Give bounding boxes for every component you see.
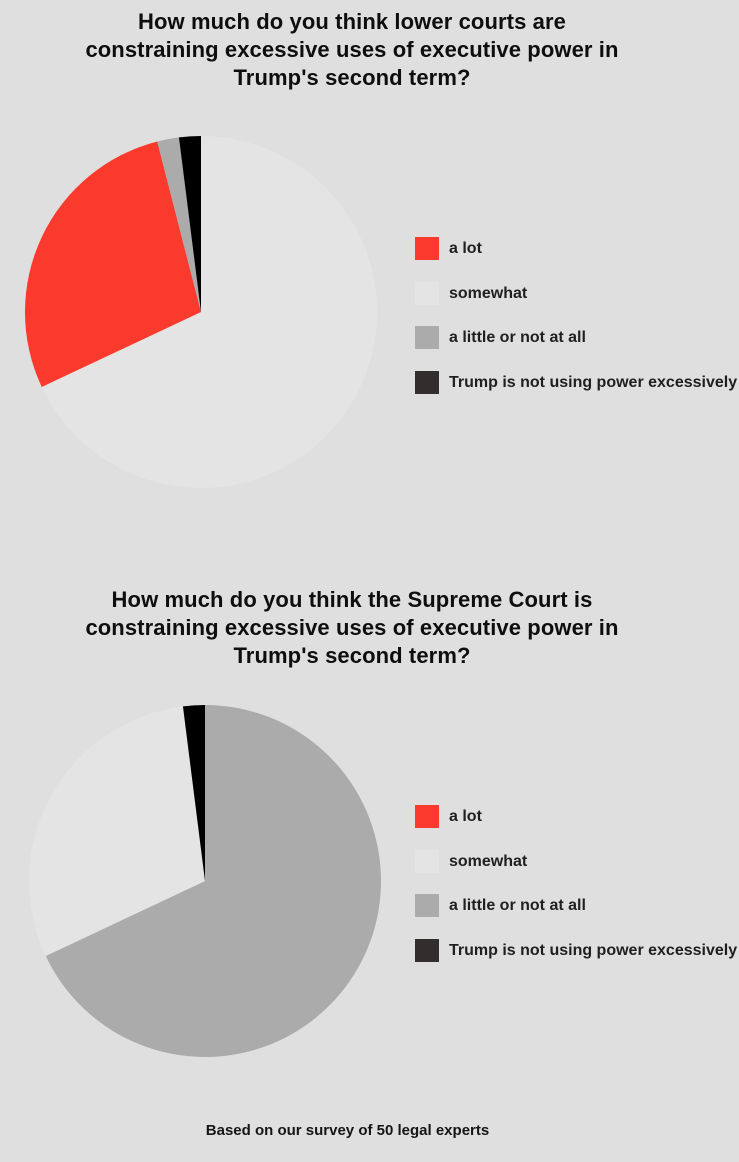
legend-swatch-a-lot [415, 237, 439, 260]
legend-label: somewhat [449, 284, 528, 302]
chart-title-lower-courts: How much do you think lower courts are c… [0, 8, 704, 92]
pie-chart-supreme-court [29, 705, 381, 1057]
pie-slice-somewhat [29, 706, 205, 956]
legend-label: a little or not at all [449, 897, 586, 914]
legend-supreme-court: a lot somewhat a little or not at all Trump… [415, 805, 737, 962]
title-line: How much do you think lower courts are [138, 9, 566, 34]
legend-label: Trump is not using power excessively [449, 373, 738, 391]
legend-label: a lot [449, 240, 482, 257]
legend-label: a little or not at all [449, 329, 586, 346]
footer-note: Based on our survey of 50 legal experts [205, 1122, 490, 1139]
legend-swatch-a-lot [415, 805, 439, 828]
title-line: Trump's second term? [233, 643, 471, 668]
title-line: How much do you think the Supreme Court … [111, 587, 593, 612]
chart-title-supreme-court: How much do you think the Supreme Court … [0, 586, 704, 670]
legend-item-a-little-or-not-at-all: a little or not at all [415, 894, 737, 917]
pie-slice-a-little-or-not-at-all [45, 705, 381, 1057]
legend-item-a-lot: a lot [415, 805, 737, 828]
legend-swatch-trump-is-not-using-power-excessively [415, 370, 439, 394]
legend-swatch-somewhat [415, 281, 439, 305]
title-line: constraining excessive uses of executive… [85, 615, 619, 640]
legend-label: a lot [449, 808, 482, 825]
legend-lower-courts: a lot somewhat a little or not at all Trump… [415, 237, 737, 394]
title-line: Trump's second term? [233, 65, 471, 90]
legend-swatch-a-little-or-not-at-all [415, 894, 439, 917]
legend-item-a-lot: a lot [415, 237, 737, 260]
pie-slice-a-little-or-not-at-all [157, 137, 201, 312]
legend-swatch-somewhat [415, 849, 439, 873]
pie-slice-a-lot [25, 141, 201, 387]
legend-swatch-a-little-or-not-at-all [415, 326, 439, 349]
legend-item-somewhat: somewhat [415, 849, 737, 873]
legend-item-trump-is-not-using-power-excessively: Trump is not using power excessively [415, 370, 738, 394]
title-line: constraining excessive uses of executive… [85, 37, 619, 62]
legend-item-a-little-or-not-at-all: a little or not at all [415, 326, 737, 349]
pie-slice-trump-is-not-using-power-excessively [182, 705, 205, 881]
pie-slice-trump-is-not-using-power-excessively [178, 136, 201, 312]
legend-swatch-trump-is-not-using-power-excessively [415, 938, 439, 962]
legend-item-trump-is-not-using-power-excessively: Trump is not using power excessively [415, 938, 738, 962]
legend-label: Trump is not using power excessively [449, 941, 738, 959]
pie-chart-lower-courts [25, 136, 377, 488]
legend-item-somewhat: somewhat [415, 281, 737, 305]
legend-label: somewhat [449, 852, 528, 870]
pie-slice-somewhat [41, 136, 377, 488]
